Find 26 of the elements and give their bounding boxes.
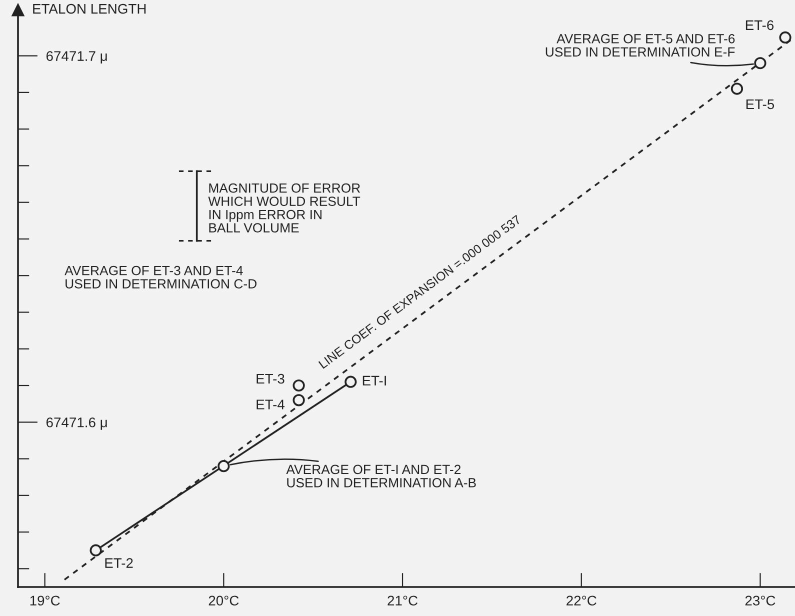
x-tick-label: 22°C xyxy=(566,596,596,606)
point xyxy=(754,57,766,70)
point xyxy=(218,460,230,472)
y-tick-label: 67471.6 μ xyxy=(46,417,107,430)
x-tick-label: 20°C xyxy=(208,596,239,606)
y-tick-label: 67471.7 μ xyxy=(46,51,107,64)
data-label: ET-2 xyxy=(105,558,133,568)
point xyxy=(292,394,305,406)
data-label: ET-4 xyxy=(256,400,284,410)
point xyxy=(292,379,305,392)
annotation: AVERAGE OF ET-5 AND ET-6 USED IN DETERMINATION E-F xyxy=(546,34,735,57)
data-label: ET-6 xyxy=(746,20,774,30)
data-label: ET-5 xyxy=(746,99,774,110)
point xyxy=(90,544,102,556)
annotation: AVERAGE OF ET-3 AND ET-4 USED IN DETERMINATION C-D xyxy=(64,266,256,288)
x-tick-label: 21°C xyxy=(388,596,418,606)
annotation: MAGNITUDE OF ERROR WHICH WOULD RESULT IN Ippm ERROR IN BALL VOLUME xyxy=(208,183,360,232)
annotation: AVERAGE OF ET-I AND ET-2 USED IN DETERMINATION A-B xyxy=(286,464,476,488)
x-tick-label: 19°C xyxy=(30,596,60,606)
data-label: ET-3 xyxy=(256,374,284,384)
y-axis-title: ETALON LENGTH xyxy=(33,4,146,14)
point xyxy=(779,31,792,44)
data-label: ET-I xyxy=(362,376,386,386)
point xyxy=(344,376,357,388)
x-tick-label: 23°C xyxy=(745,596,776,606)
point xyxy=(730,82,744,95)
